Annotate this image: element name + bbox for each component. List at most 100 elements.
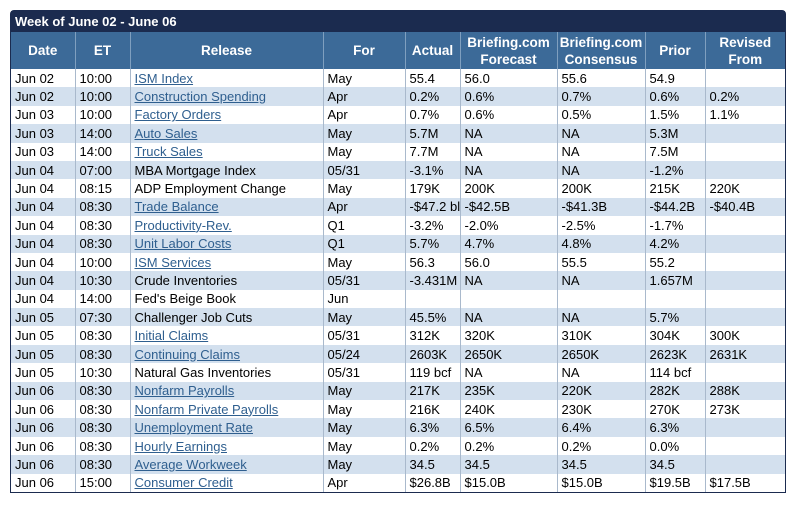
table-cell: May [322,400,405,419]
table-cell: Jun 04 [11,234,75,253]
release-link[interactable]: Hourly Earnings [134,438,228,454]
table-cell: 05/31 [322,271,405,290]
release-link[interactable]: Productivity-Rev. [134,217,232,233]
table-cell: 08:30 [74,381,130,401]
table-cell: 10:00 [74,105,130,125]
table-cell: 235K [459,381,557,401]
table-cell: ADP Employment Change [129,179,323,198]
empty-cell [556,289,645,309]
table-cell: Productivity-Rev. [129,216,323,235]
release-link[interactable]: Auto Sales [134,125,198,141]
release-link[interactable]: Initial Claims [134,328,209,344]
table-cell: 5.3M [644,124,705,143]
table-cell: 08:30 [74,436,130,456]
table-row: Jun 06 08:30 Average Workweek May 34.5 34.5 34… [11,455,785,474]
release-link[interactable]: Unemployment Rate [134,420,254,436]
table-cell: Apr [322,105,405,125]
table-cell: 2631K [704,344,785,364]
table-cell: -3.1% [404,160,460,180]
table-cell: NA [556,124,645,143]
table-row: Jun 04 08:15 ADP Employment Change May 179K 2… [11,179,785,198]
empty-cell [459,289,557,309]
table-cell: -$47.2 bln [404,197,460,217]
table-cell: 56.0 [459,69,557,88]
table-cell: 0.2% [459,436,557,456]
table-cell: NA [459,271,557,290]
empty-cell [644,289,705,309]
table-cell: Jun 06 [15,475,55,491]
table-cell: 05/31 [322,363,405,382]
table-cell: Apr [322,197,405,217]
release-link[interactable]: Consumer Credit [134,475,233,491]
table-cell: 320K [459,326,557,345]
release-link[interactable]: Construction Spending [134,89,267,105]
table-row: Jun 06 08:30 Hourly Earnings May 0.2% 0.2% 0.2… [11,436,785,456]
release-link[interactable]: Nonfarm Payrolls [134,383,235,399]
table-cell: 288K [704,381,785,401]
release-link[interactable]: Nonfarm Private Payrolls [134,401,279,417]
release-link[interactable]: Continuing Claims [134,346,241,362]
table-cell: NA [556,271,645,290]
table-cell: Jun 06 [11,418,75,437]
table-cell: 5.7% [644,308,705,327]
table-cell: 55.5 [556,252,645,272]
table-cell: MBA Mortgage Index [129,160,323,180]
column-header: ET [74,32,130,69]
table-cell: 304K [644,326,705,345]
table-cell: Jun 03 [11,124,75,143]
empty-cell [704,69,785,88]
table-cell: 0.2% [404,87,460,106]
table-cell: 08:30 [74,344,130,364]
table-row: Jun 04 10:30 Crude Inventories 05/31 -3.431M… [11,271,785,290]
table-cell: Nonfarm Private Payrolls [129,400,323,419]
table-cell: 15:00 [74,473,130,492]
table-cell: 300K [704,326,785,345]
table-row: Jun 06 08:30 Nonfarm Payrolls May 217K 235K 22… [11,381,785,401]
release-link[interactable]: Truck Sales [134,144,203,160]
empty-cell [704,124,785,143]
table-row: Jun 06 08:30 Unemployment Rate May 6.3% 6.5% 6… [11,418,785,437]
table-cell: 240K [459,400,557,419]
table-cell: 5.7% [404,234,460,253]
table-cell: May [322,436,405,456]
table-cell: Construction Spending [129,87,323,106]
table-cell: -2.0% [459,216,557,235]
table-cell: NA [459,308,557,327]
table-cell: 05/31 [322,160,405,180]
table-cell: Fed's Beige Book [129,289,323,309]
table-cell: NA [556,142,645,161]
table-row: Jun 04 14:00 Fed's Beige Book Jun [11,289,785,309]
empty-cell [704,455,785,474]
panel-title: Week of June 02 - June 06 [11,11,785,32]
table-cell: May [322,69,405,88]
table-cell: Consumer Credit [129,473,323,492]
table-cell: 10:00 [74,69,130,88]
empty-cell [704,216,785,235]
table-cell: 179K [404,179,460,198]
release-link[interactable]: Average Workweek [134,456,247,472]
calendar-table: Date ET Release For Actual Briefing.com Forec… [11,32,785,492]
table-cell: 14:00 [74,124,130,143]
table-cell: NA [459,363,557,382]
table-cell: 270K [644,400,705,419]
table-cell: 0.2% [704,87,785,106]
release-link[interactable]: ISM Services [134,254,212,270]
table-cell: Average Workweek [129,455,323,474]
release-link[interactable]: ISM Index [134,70,194,86]
table-cell: Jun 04 [11,160,75,180]
table-cell: 2650K [556,344,645,364]
table-cell: May [322,124,405,143]
table-row: Jun 05 08:30 Initial Claims 05/31 312K 320K 31… [11,326,785,345]
table-cell: 4.7% [459,234,557,253]
table-cell: Apr [322,473,405,492]
table-row: Jun 02 10:00 ISM Index May 55.4 56.0 55.6 54.9 [11,69,785,88]
table-cell: NA [556,308,645,327]
table-cell: 5.7M [404,124,460,143]
release-link[interactable]: Factory Orders [134,107,222,123]
release-link[interactable]: Unit Labor Costs [134,236,232,252]
release-link[interactable]: Trade Balance [134,199,219,215]
empty-cell [404,289,460,309]
table-row: Jun 03 10:00 Factory Orders Apr 0.7% 0.6% 0.5%… [11,105,785,125]
table-cell: -3.431M [404,271,460,290]
calendar-panel: Week of June 02 - June 06 Date ET Release F… [10,10,786,493]
